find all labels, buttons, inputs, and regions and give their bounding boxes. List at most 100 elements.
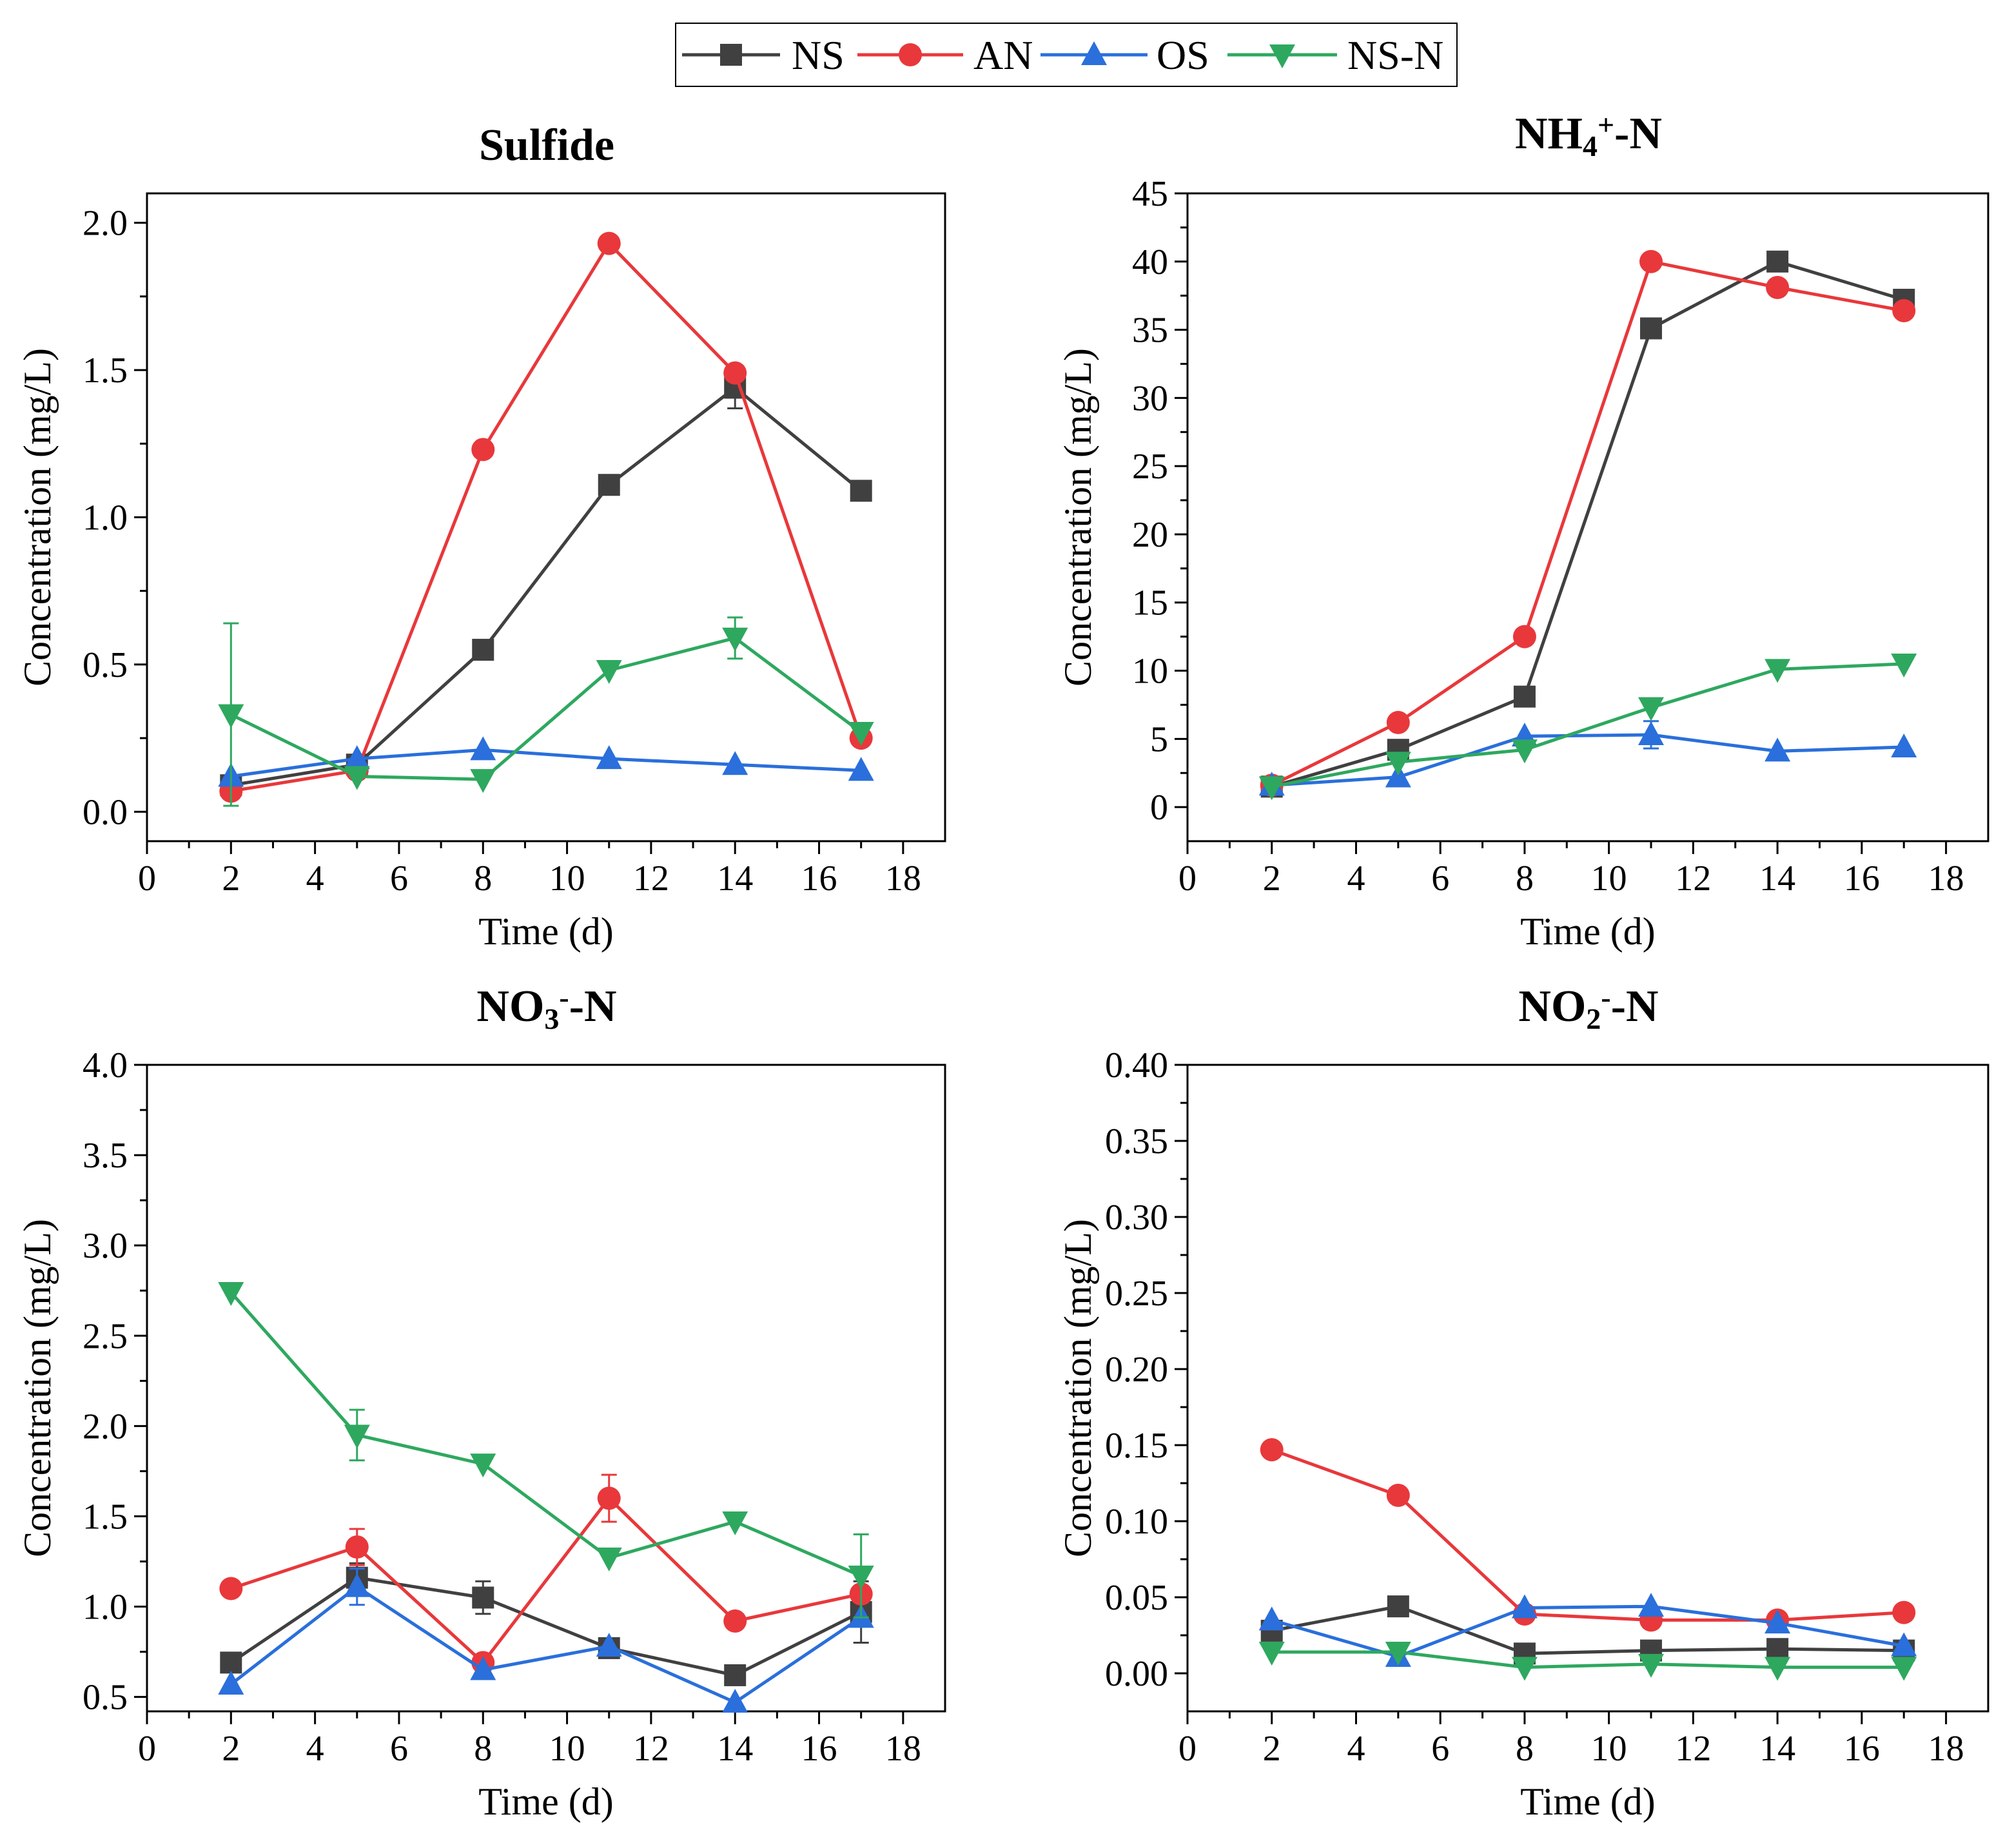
y-tick-label: 2.5 — [83, 1316, 128, 1356]
x-tick-label: 16 — [1844, 859, 1880, 899]
x-tick-label: 4 — [1347, 1729, 1365, 1769]
x-tick-label: 8 — [474, 1729, 492, 1769]
x-axis-title: Time (d) — [1520, 910, 1655, 953]
x-tick-label: 14 — [1759, 1729, 1795, 1769]
x-tick-label: 10 — [549, 1729, 585, 1769]
data-point — [1638, 697, 1665, 721]
data-point — [596, 660, 622, 685]
data-point — [472, 639, 494, 661]
data-point — [1764, 659, 1791, 683]
chart-title-part: 2 — [1586, 1002, 1601, 1035]
data-point — [1511, 1594, 1538, 1619]
chart-title-part: + — [1598, 108, 1614, 141]
series-line — [1271, 1650, 1904, 1669]
y-tick-label: 45 — [1132, 174, 1168, 214]
chart-title-part: -N — [1611, 982, 1659, 1031]
x-tick-label: 12 — [633, 1729, 669, 1769]
y-tick-label: 3.5 — [83, 1136, 128, 1176]
chart-title: NH4+-N — [1515, 108, 1662, 162]
data-point — [344, 745, 370, 770]
series-line — [230, 748, 861, 778]
data-point — [722, 1511, 748, 1535]
data-point — [1387, 1595, 1409, 1618]
legend-label: NS-N — [1347, 32, 1443, 78]
chart-panel-3: NO3--N 0 2 4 6 8 10 12 14 16 18 0.5 1.0 1.5 2.0 2.5 3.0 3… — [16, 981, 946, 1823]
series-line — [1271, 260, 1904, 787]
data-point — [1513, 685, 1536, 708]
x-tick-label: 4 — [306, 1729, 324, 1769]
x-tick-label: 12 — [1675, 1729, 1711, 1769]
chart-title-part: 3 — [544, 1002, 559, 1035]
data-point — [470, 1454, 496, 1478]
x-tick-label: 8 — [1516, 859, 1534, 899]
data-point — [722, 627, 748, 652]
y-tick-label: 35 — [1132, 311, 1168, 351]
y-tick-label: 2.0 — [83, 1406, 128, 1446]
data-point — [1638, 721, 1665, 745]
x-tick-label: 2 — [222, 1729, 240, 1769]
y-tick-label: 1.5 — [83, 351, 128, 391]
data-point — [218, 704, 244, 728]
legend-marker — [899, 43, 922, 66]
series-line — [230, 1576, 862, 1677]
chart-panel-1: Sulfide 0 2 4 6 8 10 12 14 16 18 0.0 0.5 1.0 1.5 2.0 Tim… — [16, 121, 946, 953]
x-tick-label: 2 — [1263, 859, 1281, 899]
y-tick-label: 0.5 — [83, 645, 128, 685]
chart-title-part: 4 — [1583, 130, 1598, 162]
chart-title-part: NH — [1515, 109, 1583, 159]
legend-label: NS — [792, 32, 845, 78]
x-tick-label: 0 — [1178, 1729, 1197, 1769]
y-tick-label: 3.0 — [83, 1226, 128, 1266]
series-line — [1271, 733, 1904, 787]
data-point — [1260, 1438, 1284, 1462]
data-point — [1638, 1593, 1665, 1617]
data-point — [1511, 1657, 1538, 1681]
data-point — [596, 1547, 622, 1571]
series-line — [1271, 260, 1905, 788]
legend-marker — [1269, 44, 1295, 68]
y-axis-title: Concentration (mg/L) — [1057, 1219, 1099, 1557]
y-tick-label: 0.35 — [1105, 1122, 1168, 1162]
chart-title-part: - — [559, 981, 569, 1014]
legend-item-an: AN — [857, 32, 1033, 78]
data-point — [1258, 1606, 1285, 1631]
data-point — [1511, 739, 1538, 764]
series-os — [1258, 1593, 1917, 1668]
data-point — [344, 766, 370, 790]
x-tick-label: 18 — [885, 1729, 921, 1769]
chart-title-part: - — [1601, 981, 1610, 1014]
x-tick-label: 16 — [1844, 1729, 1880, 1769]
data-point — [1766, 250, 1789, 273]
y-tick-label: 0.15 — [1105, 1426, 1168, 1466]
series-os — [1258, 720, 1917, 796]
data-point — [1891, 1632, 1917, 1657]
series-ns-n — [218, 616, 874, 807]
y-tick-label: 20 — [1132, 515, 1168, 555]
plot-frame — [146, 192, 946, 842]
x-tick-label: 14 — [717, 859, 753, 899]
x-tick-label: 10 — [1591, 1729, 1627, 1769]
series-line — [230, 386, 863, 787]
y-axis-title: Concentration (mg/L) — [16, 348, 59, 686]
data-point — [596, 1633, 622, 1657]
y-tick-label: 1.5 — [83, 1497, 128, 1537]
series-line — [230, 1585, 863, 1704]
series-line — [1271, 662, 1904, 788]
chart-title-part: Sulfide — [479, 121, 614, 170]
data-point — [1891, 734, 1917, 758]
x-tick-label: 6 — [1431, 859, 1449, 899]
x-axis-title: Time (d) — [478, 910, 613, 953]
x-tick-label: 14 — [717, 1729, 753, 1769]
y-axis-title: Concentration (mg/L) — [1057, 348, 1099, 686]
data-point — [1385, 1641, 1411, 1666]
series-an — [1260, 1438, 1916, 1632]
chart-title: NO3--N — [476, 981, 616, 1035]
x-tick-label: 2 — [222, 859, 240, 899]
y-tick-label: 0.0 — [83, 792, 128, 832]
chart-panels: Sulfide 0 2 4 6 8 10 12 14 16 18 0.0 0.5 1.0 1.5 2.0 Tim… — [16, 108, 1989, 1823]
y-tick-label: 0.00 — [1105, 1654, 1168, 1694]
x-tick-label: 18 — [1928, 859, 1964, 899]
legend-item-ns: NS — [682, 32, 845, 78]
data-point — [218, 1670, 244, 1695]
